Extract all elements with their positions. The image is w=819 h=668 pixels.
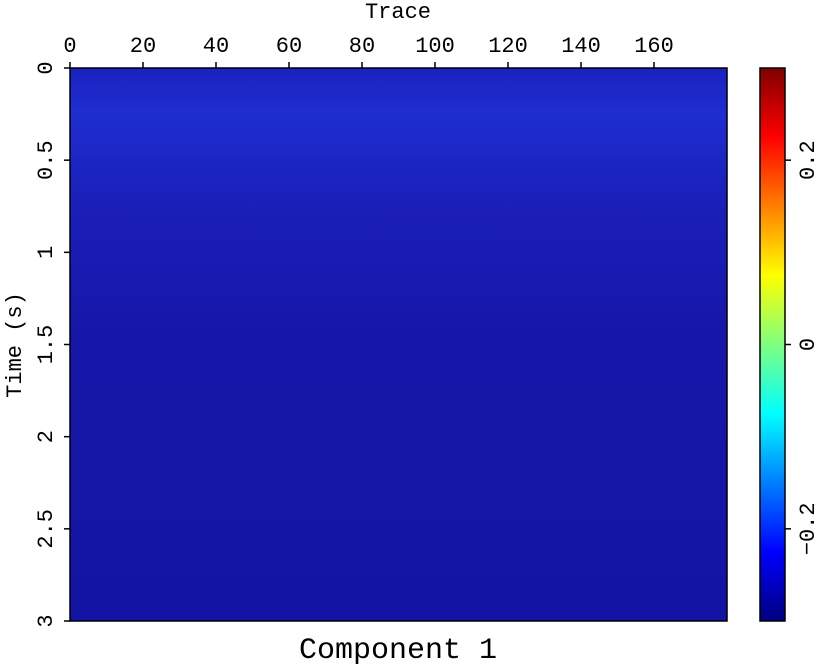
colorbar-tick-label: 0.2 xyxy=(796,140,819,180)
y-axis-label: Time (s) xyxy=(3,292,28,398)
y-tick-label: 2 xyxy=(34,430,59,443)
x-tick-label: 140 xyxy=(561,34,601,59)
chart-title: Component 1 xyxy=(299,634,497,668)
x-axis-label: Trace xyxy=(365,0,431,25)
colorbar xyxy=(759,67,786,622)
x-tick-label: 80 xyxy=(349,34,375,59)
y-tick-label: 0.5 xyxy=(34,140,59,180)
x-tick-label: 160 xyxy=(634,34,674,59)
x-tick-label: 40 xyxy=(203,34,229,59)
x-tick-label: 0 xyxy=(63,34,76,59)
y-tick-label: 0 xyxy=(34,61,59,74)
image-area xyxy=(70,68,727,621)
colorbar-tick-label: 0 xyxy=(796,338,819,351)
y-tick-label: 1.5 xyxy=(34,325,59,365)
x-tick-label: 120 xyxy=(488,34,528,59)
x-tick-label: 100 xyxy=(415,34,455,59)
y-tick-label: 2.5 xyxy=(34,509,59,549)
colorbar-tick-label: −0.2 xyxy=(796,502,819,555)
x-tick-label: 60 xyxy=(276,34,302,59)
y-tick-label: 1 xyxy=(34,246,59,259)
x-tick-label: 20 xyxy=(130,34,156,59)
y-tick-label: 3 xyxy=(34,614,59,627)
